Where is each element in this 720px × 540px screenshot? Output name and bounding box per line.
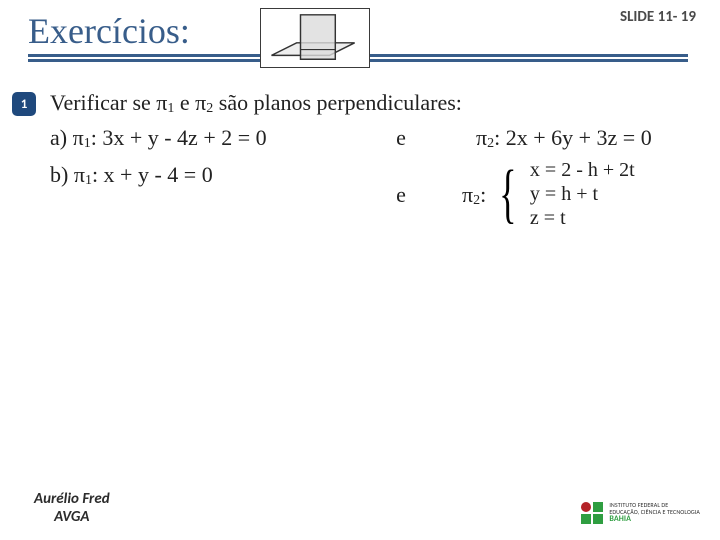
slide: SLIDE 11- 19 Exercícios: 1 Verificar se … xyxy=(0,0,720,540)
item-a: a) π1: 3x + y - 4z + 2 = 0 e π2: 2x + 6y… xyxy=(50,121,700,154)
logo-line3: Bahia xyxy=(609,515,700,524)
item-a-pi1: a) π1: 3x + y - 4z + 2 = 0 xyxy=(50,121,340,154)
eq-y: y = h + t xyxy=(530,182,635,206)
item-b: b) π1: x + y - 4 = 0 e π2: { x = 2 - h +… xyxy=(50,158,700,230)
logo-dot-red xyxy=(581,502,591,512)
planes-icon xyxy=(261,9,369,67)
logo-squares-icon xyxy=(581,502,603,524)
item-b-connector: e xyxy=(346,158,456,211)
author-name: Aurélio Fred xyxy=(34,490,110,508)
item-b-label: b) xyxy=(50,162,68,187)
exercise-content: Verificar se π1 e π2 são planos perpendi… xyxy=(50,86,700,230)
logo-square-green xyxy=(593,502,603,512)
author-block: Aurélio Fred AVGA xyxy=(34,490,110,526)
item-a-pi2: π2: 2x + 6y + 3z = 0 xyxy=(476,121,700,154)
item-a-connector: e xyxy=(346,121,456,154)
item-b-pi2: π2: { x = 2 - h + 2t y = h + t z = t xyxy=(462,158,700,230)
question-text: Verificar se π1 e π2 são planos perpendi… xyxy=(50,86,700,119)
page-title: Exercícios: xyxy=(28,10,720,52)
eq-z: z = t xyxy=(530,206,635,230)
item-b-pi2-label: π2: xyxy=(462,178,486,211)
exercise-number-badge: 1 xyxy=(12,92,36,116)
item-a-label: a) xyxy=(50,125,67,150)
logo-text: Instituto Federal de Educação, Ciência e… xyxy=(609,502,700,524)
logo-square-green xyxy=(581,514,591,524)
author-course: AVGA xyxy=(34,508,110,526)
brace-icon: { xyxy=(499,161,516,227)
eq-x: x = 2 - h + 2t xyxy=(530,158,635,182)
logo-square-green xyxy=(593,514,603,524)
planes-illustration xyxy=(260,8,370,68)
title-rules xyxy=(28,54,720,62)
header: Exercícios: xyxy=(28,10,720,62)
item-b-system: x = 2 - h + 2t y = h + t z = t xyxy=(530,158,635,230)
footer: Aurélio Fred AVGA Instituto Federal de E… xyxy=(0,478,720,530)
institution-logo: Instituto Federal de Educação, Ciência e… xyxy=(581,502,700,524)
item-b-pi1: b) π1: x + y - 4 = 0 xyxy=(50,158,340,191)
